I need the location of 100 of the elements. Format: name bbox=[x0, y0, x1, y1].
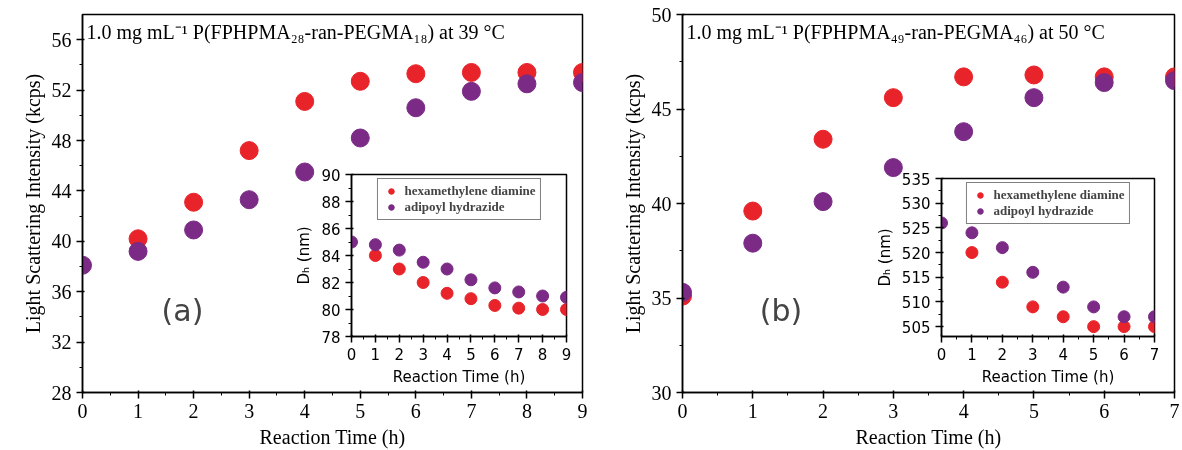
x-tick-label: 8 bbox=[537, 345, 548, 364]
point bbox=[1026, 300, 1040, 314]
x-tick-label: 2 bbox=[997, 345, 1008, 364]
y-tick-label: 40 bbox=[651, 192, 672, 215]
point bbox=[1117, 310, 1131, 324]
point bbox=[464, 273, 478, 287]
x-tick-label: 7 bbox=[466, 399, 477, 422]
point bbox=[488, 298, 502, 312]
y-tick-label: 45 bbox=[651, 98, 672, 120]
y-tick-label: 35 bbox=[651, 287, 672, 309]
x-tick-label: 1 bbox=[133, 399, 144, 422]
point bbox=[350, 71, 370, 91]
point bbox=[883, 158, 903, 178]
x-tick-label: 4 bbox=[958, 399, 969, 422]
x-tick-label: 5 bbox=[466, 345, 476, 364]
x-tick-label: 5 bbox=[1028, 399, 1039, 422]
y-axis-title: Light Scattering Intensity (kcps) bbox=[21, 73, 45, 334]
point bbox=[512, 301, 526, 315]
y-tick-label: 510 bbox=[901, 293, 931, 312]
point bbox=[406, 98, 426, 118]
point bbox=[488, 281, 502, 295]
x-tick-label: 9 bbox=[577, 399, 588, 422]
point bbox=[350, 128, 370, 148]
point bbox=[1094, 73, 1114, 93]
x-axis-title: Reaction Time (h) bbox=[855, 425, 1002, 449]
x-tick-label: 6 bbox=[1099, 399, 1110, 422]
y-tick-label: 530 bbox=[901, 195, 931, 214]
point bbox=[813, 129, 833, 149]
x-axis-title: Reaction Time (h) bbox=[259, 425, 406, 449]
point bbox=[461, 62, 481, 82]
legend-label: adipoyl hydrazide bbox=[993, 203, 1094, 219]
y-tick-label: 56 bbox=[51, 28, 72, 51]
point bbox=[1056, 310, 1070, 324]
point bbox=[239, 141, 259, 161]
legend-label: hexamethylene diamine bbox=[404, 183, 536, 199]
x-tick-label: 5 bbox=[1088, 345, 1099, 364]
point bbox=[184, 192, 204, 212]
x-tick-label: 7 bbox=[1169, 399, 1180, 422]
point bbox=[965, 226, 979, 240]
point bbox=[416, 255, 430, 269]
y-axis-title: Light Scattering Intensity (kcps) bbox=[621, 73, 645, 334]
point bbox=[517, 74, 537, 94]
chart-title: 1.0 mg mL⁻¹ P(FPHPMA₄₉-ran-PEGMA₄₆) at 50 °C bbox=[686, 20, 1105, 44]
y-tick-label: 32 bbox=[51, 331, 72, 354]
point bbox=[1024, 65, 1044, 85]
point bbox=[1024, 88, 1044, 108]
y-tick-label: 80 bbox=[321, 301, 341, 320]
point bbox=[461, 81, 481, 101]
y-tick-label: 36 bbox=[51, 280, 72, 303]
y-tick-label: 88 bbox=[321, 193, 341, 212]
legend-label: hexamethylene diamine bbox=[993, 187, 1125, 203]
y-tick-label: 44 bbox=[51, 179, 72, 202]
y-tick-label: 78 bbox=[321, 328, 341, 347]
y-tick-label: 535 bbox=[901, 170, 931, 189]
y-tick-label: 505 bbox=[901, 318, 931, 337]
x-tick-label: 1 bbox=[747, 399, 758, 422]
y-axis-title: Dₕ (nm) bbox=[875, 228, 894, 287]
point bbox=[416, 276, 430, 289]
x-tick-label: 7 bbox=[513, 345, 524, 364]
point bbox=[440, 262, 454, 276]
x-axis-title: Reaction Time (h) bbox=[981, 367, 1115, 386]
x-tick-label: 6 bbox=[490, 345, 500, 364]
point bbox=[184, 220, 204, 240]
point bbox=[536, 303, 550, 316]
point bbox=[295, 162, 315, 182]
x-tick-label: 0 bbox=[346, 345, 357, 364]
point bbox=[512, 285, 526, 299]
point bbox=[813, 192, 833, 212]
x-tick-label: 2 bbox=[188, 399, 199, 422]
x-tick-label: 4 bbox=[299, 399, 310, 422]
x-tick-label: 0 bbox=[77, 399, 88, 422]
annotation: (a) bbox=[161, 293, 204, 329]
point bbox=[368, 238, 382, 252]
x-tick-label: 3 bbox=[244, 399, 255, 422]
y-tick-label: 84 bbox=[321, 247, 341, 266]
legend-label: adipoyl hydrazide bbox=[404, 199, 505, 215]
point bbox=[295, 91, 315, 111]
point bbox=[536, 289, 550, 303]
y-tick-label: 86 bbox=[321, 220, 341, 239]
x-tick-label: 9 bbox=[561, 345, 572, 364]
y-tick-label: 30 bbox=[651, 381, 672, 404]
point bbox=[1087, 300, 1101, 314]
x-tick-label: 8 bbox=[521, 399, 532, 422]
point bbox=[128, 241, 148, 261]
annotation: (b) bbox=[759, 293, 803, 329]
point bbox=[392, 262, 406, 276]
x-tick-label: 6 bbox=[1119, 345, 1129, 364]
point bbox=[440, 286, 454, 300]
x-tick-label: 3 bbox=[888, 399, 899, 422]
point bbox=[464, 292, 478, 306]
point bbox=[965, 246, 979, 260]
x-tick-label: 3 bbox=[418, 345, 428, 364]
y-tick-label: 40 bbox=[51, 230, 72, 253]
y-tick-label: 28 bbox=[51, 381, 72, 404]
point bbox=[954, 67, 974, 87]
y-tick-label: 90 bbox=[321, 166, 341, 185]
point bbox=[239, 190, 259, 210]
point bbox=[743, 233, 763, 253]
x-tick-label: 4 bbox=[442, 345, 452, 364]
x-tick-label: 2 bbox=[818, 399, 829, 422]
